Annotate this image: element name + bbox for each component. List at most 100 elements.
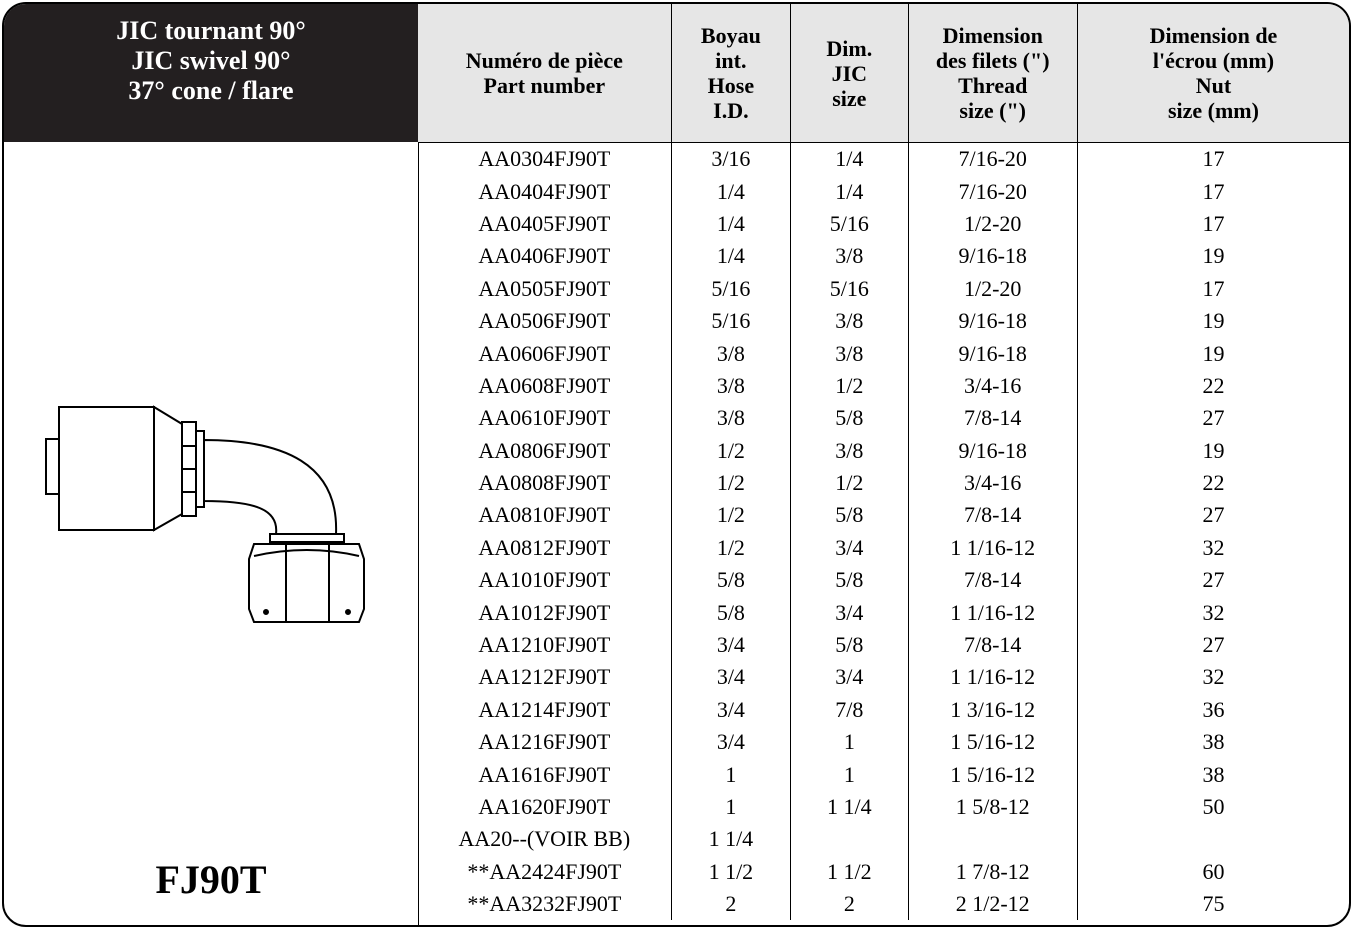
table-cell: 1/2 (790, 466, 909, 500)
table-cell: 9/16-18 (907, 337, 1078, 370)
header-line: JIC (831, 60, 868, 86)
panel-title: JIC tournant 90° JIC swivel 90° 37° cone… (4, 4, 418, 142)
table-cell: 1/2 (670, 531, 791, 565)
table-cell: 1/4 (790, 175, 909, 208)
table-cell: 3/4 (670, 628, 791, 662)
table-row: AA0610FJ90T 3/8 5/8 7/8-14 27 (418, 402, 1349, 435)
left-panel: JIC tournant 90° JIC swivel 90° 37° cone… (4, 4, 419, 925)
header-line: Dimension (942, 23, 1043, 48)
table-cell: AA0812FJ90T (478, 534, 611, 560)
table-cell: AA1616FJ90T (478, 761, 611, 787)
table-cell: 17 (1076, 207, 1349, 241)
table-cell: 3/4 (670, 726, 791, 759)
table-cell: 9/16-18 (907, 434, 1078, 467)
table-cell: **AA2424FJ90T (467, 858, 622, 884)
table-cell: 9/16-18 (907, 240, 1078, 273)
table-cell: 7/16-20 (907, 142, 1078, 176)
table-cell: 32 (1076, 531, 1349, 565)
table-row: AA1616FJ90T 1 1 1 5/16-12 38 (418, 758, 1349, 791)
table-cell (907, 823, 1078, 856)
table-cell: **AA3232FJ90T (467, 891, 622, 917)
table-cell: 19 (1076, 337, 1349, 370)
column-header: Boyau int. Hose I.D. (670, 4, 791, 143)
table-row: AA0505FJ90T 5/16 5/16 1/2-20 17 (418, 272, 1349, 305)
table-cell: 5/16 (790, 207, 909, 241)
table-cell: 27 (1076, 628, 1349, 662)
header-line: Nut (1195, 73, 1232, 98)
table-cell: 75 (1076, 887, 1349, 921)
table-cell: 1 7/8-12 (907, 855, 1078, 888)
header-line: size (832, 85, 867, 111)
table-body: AA0304FJ90T 3/16 1/4 7/16-20 17 AA0404FJ90T 1/… (418, 142, 1349, 921)
table-row: AA0304FJ90T 3/16 1/4 7/16-20 17 (418, 142, 1349, 176)
table-cell: 1/2 (670, 466, 791, 500)
table-row: AA0810FJ90T 1/2 5/8 7/8-14 27 (418, 499, 1349, 532)
table-cell: 3/4-16 (907, 466, 1078, 500)
table-cell: 3/4 (790, 531, 909, 565)
table-row: AA0808FJ90T 1/2 1/2 3/4-16 22 (418, 466, 1349, 500)
table-cell: 9/16-18 (907, 304, 1078, 338)
table-cell: 1 1/2 (670, 855, 791, 888)
table-cell: 1 5/16-12 (907, 758, 1078, 791)
table-cell: 3/4-16 (907, 369, 1078, 403)
table-cell: 3/8 (670, 402, 791, 435)
table-cell: 3/4 (790, 661, 909, 694)
table-cell: 7/8-14 (907, 628, 1078, 662)
part-code: FJ90T (155, 857, 267, 902)
table-row: AA0506FJ90T 5/16 3/8 9/16-18 19 (418, 304, 1349, 338)
table-cell: 3/4 (790, 596, 909, 629)
header-line: int. (715, 48, 747, 73)
table-cell: 60 (1076, 855, 1349, 888)
table-row: AA20--(VOIR BB) 1 1/4 (418, 823, 1349, 856)
table-cell: 7/8-14 (907, 499, 1078, 532)
table-cell: 7/16-20 (907, 175, 1078, 208)
table-cell: 1/2 (670, 499, 791, 532)
table-cell: 1/2-20 (907, 207, 1078, 241)
table-cell: 2 1/2-12 (907, 887, 1078, 921)
table-row: AA0806FJ90T 1/2 3/8 9/16-18 19 (418, 434, 1349, 467)
table-cell: 50 (1076, 790, 1349, 824)
column-header: Dimension de l'écrou (mm) Nut size (mm) (1076, 4, 1349, 143)
table-cell: 1 1/4 (790, 790, 909, 824)
table-row: AA0404FJ90T 1/4 1/4 7/16-20 17 (418, 175, 1349, 208)
table-cell: AA20--(VOIR BB) (458, 826, 631, 852)
header-line: Thread (958, 73, 1028, 98)
table-cell: 5/16 (670, 272, 791, 305)
table-cell: 1 1/4 (670, 823, 791, 856)
column-header: Dim. JIC size (790, 4, 909, 143)
table-cell: AA0606FJ90T (478, 340, 611, 366)
table-cell: 27 (1076, 564, 1349, 597)
table-cell: 19 (1076, 240, 1349, 273)
parts-table: Numéro de pièce Part number Boyau int. Hose I… (418, 4, 1349, 921)
table-cell: 1/2 (670, 434, 791, 467)
table-cell: 1/4 (790, 142, 909, 176)
table-cell: 7/8-14 (907, 402, 1078, 435)
table-cell: 27 (1076, 402, 1349, 435)
table-cell: AA0505FJ90T (478, 275, 611, 301)
table-cell: 5/8 (790, 402, 909, 435)
table-cell: 5/8 (790, 564, 909, 597)
title-line: JIC swivel 90° (131, 46, 291, 75)
header-line: Dimension de (1149, 23, 1278, 48)
table-cell: 32 (1076, 661, 1349, 694)
column-header: Dimension des filets (") Thread size (") (907, 4, 1078, 143)
table-cell: 2 (790, 887, 909, 921)
header-line: des filets (") (935, 48, 1050, 73)
header-line: Boyau (700, 23, 761, 48)
table-cell: AA0610FJ90T (478, 405, 611, 431)
table-cell: 1 (790, 726, 909, 759)
table-cell: 5/8 (670, 596, 791, 629)
table-cell: 22 (1076, 369, 1349, 403)
table-cell: AA0405FJ90T (478, 210, 611, 236)
table-cell: AA1620FJ90T (478, 794, 611, 819)
table-cell: 36 (1076, 693, 1349, 727)
table-cell: AA1214FJ90T (478, 696, 611, 722)
table-row: AA1210FJ90T 3/4 5/8 7/8-14 27 (418, 628, 1349, 662)
header-line: Part number (483, 73, 606, 98)
table-cell: 1 (790, 758, 909, 791)
column-header: Numéro de pièce Part number (418, 4, 672, 143)
table-row: AA0406FJ90T 1/4 3/8 9/16-18 19 (418, 240, 1349, 273)
table-row: AA0608FJ90T 3/8 1/2 3/4-16 22 (418, 369, 1349, 403)
table-cell: AA1212FJ90T (478, 664, 611, 690)
